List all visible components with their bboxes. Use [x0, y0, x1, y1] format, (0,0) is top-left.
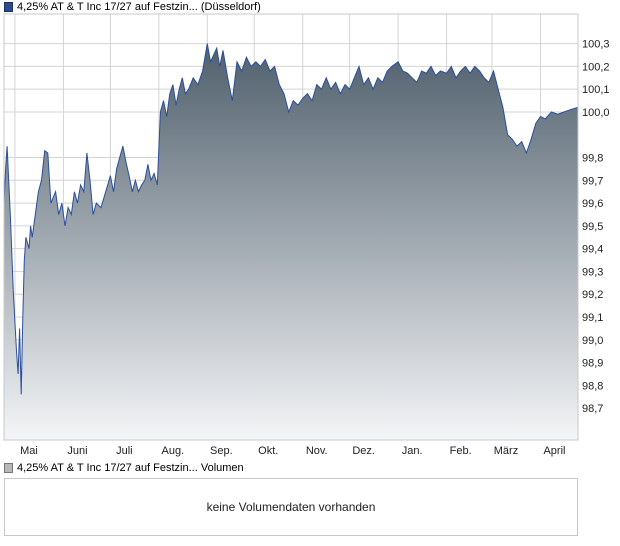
y-tick-label: 100,1: [582, 84, 610, 96]
x-tick-label: Nov.: [306, 445, 328, 457]
y-tick-label: 100,0: [582, 107, 610, 119]
x-tick-label: Aug.: [162, 445, 185, 457]
volume-legend-label: 4,25% AT & T Inc 17/27 auf Festzin... Vo…: [17, 462, 244, 474]
x-tick-label: Okt.: [258, 445, 278, 457]
y-tick-label: 99,8: [582, 153, 603, 165]
volume-empty-message: keine Volumendaten vorhanden: [206, 500, 376, 514]
y-tick-label: 99,2: [582, 289, 603, 301]
y-tick-label: 98,7: [582, 403, 603, 415]
x-tick-label: Dez.: [352, 445, 375, 457]
y-tick-label: 99,6: [582, 198, 603, 210]
y-tick-label: 100,3: [582, 39, 610, 51]
volume-legend: 4,25% AT & T Inc 17/27 auf Festzin... Vo…: [4, 461, 244, 475]
y-tick-label: 99,5: [582, 221, 603, 233]
price-chart: 100,3 100,2 100,1 100,0 99,8 99,7 99,6 99,5 99,4…: [3, 13, 610, 457]
y-tick-label: 99,3: [582, 266, 603, 278]
x-tick-label: Juni: [67, 445, 87, 457]
price-legend-swatch: [4, 2, 13, 12]
y-tick-label: 99,7: [582, 175, 603, 187]
x-tick-label: April: [543, 445, 565, 457]
plot-frame: [3, 13, 579, 441]
y-tick-label: 100,2: [582, 61, 610, 73]
x-axis: Mai Juni Juli Aug. Sep. Okt. Nov. Dez. Jan. Feb. M…: [20, 445, 565, 457]
x-tick-label: Mai: [20, 445, 38, 457]
x-tick-label: Jan.: [402, 445, 423, 457]
volume-legend-swatch: [4, 463, 13, 473]
y-tick-label: 99,0: [582, 335, 603, 347]
y-axis: 100,3 100,2 100,1 100,0 99,8 99,7 99,6 99,5 99,4…: [582, 39, 610, 415]
volume-panel: keine Volumendaten vorhanden: [4, 478, 578, 536]
price-area: [4, 43, 578, 440]
x-tick-label: Sep.: [210, 445, 233, 457]
x-tick-label: März: [494, 445, 518, 457]
y-tick-label: 99,1: [582, 312, 603, 324]
y-tick-label: 99,4: [582, 244, 603, 256]
x-tick-label: Juli: [116, 445, 133, 457]
y-tick-label: 98,9: [582, 358, 603, 370]
price-legend-label: 4,25% AT & T Inc 17/27 auf Festzin... (D…: [17, 1, 261, 13]
x-tick-label: Feb.: [450, 445, 472, 457]
price-legend: 4,25% AT & T Inc 17/27 auf Festzin... (D…: [4, 0, 261, 14]
y-tick-label: 98,8: [582, 380, 603, 392]
price-line: [3, 43, 579, 395]
